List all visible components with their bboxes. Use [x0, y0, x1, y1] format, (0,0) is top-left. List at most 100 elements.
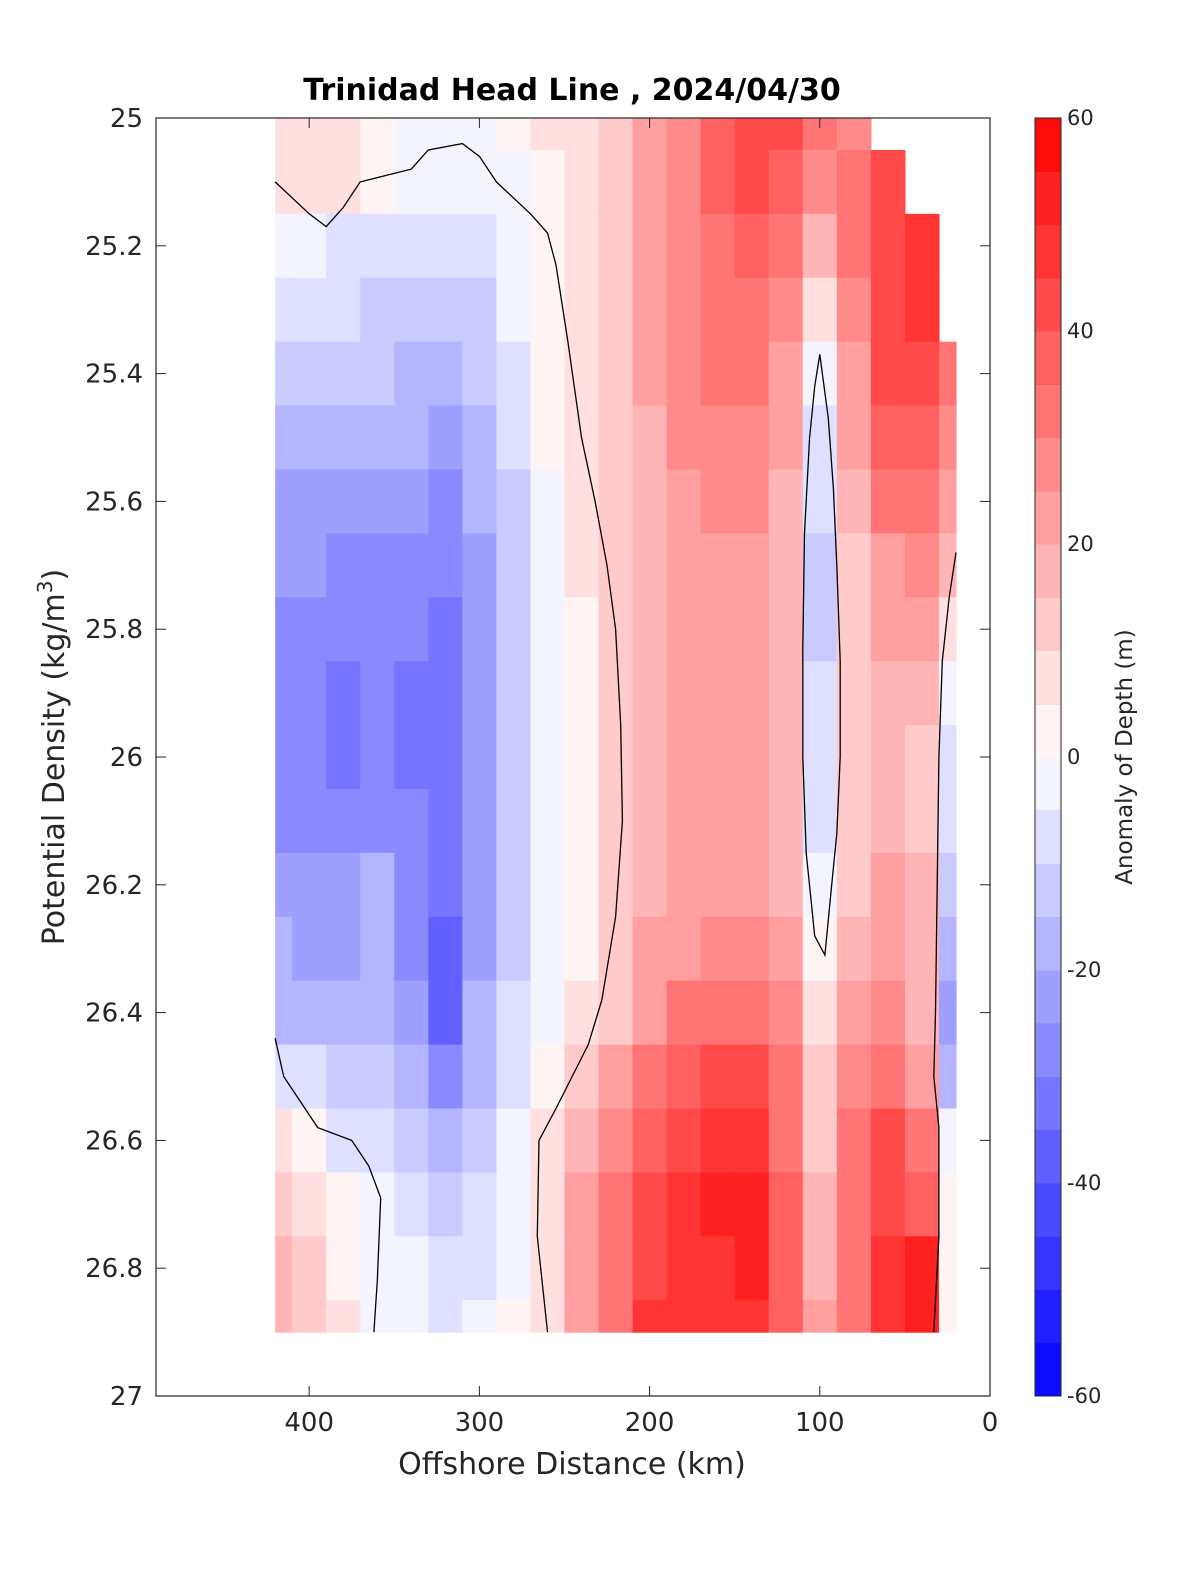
heatmap-cell	[802, 1172, 838, 1237]
heatmap-cell	[802, 277, 838, 343]
heatmap-cell	[394, 1236, 429, 1301]
heatmap-cell	[666, 469, 702, 534]
heatmap-cell	[292, 980, 327, 1046]
colorbar-segment	[1035, 437, 1061, 492]
heatmap-cell	[904, 725, 940, 790]
heatmap-cell	[292, 661, 327, 726]
heatmap-cell	[394, 1172, 429, 1237]
heatmap-cell	[666, 405, 702, 471]
heatmap-cell	[734, 1300, 770, 1333]
heatmap-cell	[632, 469, 668, 534]
colorbar-segment	[1035, 224, 1061, 279]
colorbar-segment	[1035, 757, 1061, 811]
heatmap-cell	[360, 725, 395, 790]
heatmap-cell	[598, 118, 634, 151]
heatmap-cell	[360, 916, 395, 982]
heatmap-cell	[734, 1044, 770, 1110]
heatmap-cell	[632, 1108, 668, 1173]
y-tick-label: 26.4	[85, 999, 143, 1029]
heatmap-cell	[632, 1044, 668, 1110]
heatmap-cell	[938, 788, 957, 854]
heatmap-cell	[360, 469, 395, 534]
heatmap-cell	[632, 341, 668, 407]
heatmap-cell	[768, 1108, 804, 1173]
heatmap-cell	[700, 213, 736, 279]
heatmap-cell	[836, 149, 872, 215]
heatmap-cell	[632, 405, 668, 471]
heatmap-cell	[462, 916, 498, 982]
heatmap-cell	[428, 405, 463, 471]
heatmap-cell	[632, 213, 668, 279]
heatmap-cell	[462, 852, 498, 918]
colorbar-label: Anomaly of Depth (m)	[1112, 629, 1138, 884]
heatmap-cell	[394, 980, 429, 1046]
y-axis-label: Potential Density (kg/m3)	[33, 569, 72, 945]
y-tick-label: 25.8	[85, 615, 143, 645]
heatmap-cell	[666, 916, 702, 982]
y-tick-label: 25.6	[85, 487, 143, 517]
heatmap-cell	[632, 277, 668, 343]
chart-title: Trinidad Head Line , 2024/04/30	[303, 73, 840, 108]
heatmap-cell	[734, 1236, 770, 1301]
heatmap-cell	[802, 149, 838, 215]
heatmap-cell	[428, 149, 463, 215]
heatmap-cell	[496, 661, 532, 726]
heatmap-cell	[598, 277, 634, 343]
heatmap-cell	[768, 213, 804, 279]
heatmap-cell	[326, 533, 361, 598]
heatmap-cell	[870, 1172, 906, 1237]
heatmap-cell	[802, 980, 838, 1046]
heatmap-cell	[530, 149, 566, 215]
heatmap-cell	[598, 788, 634, 854]
colorbar-segment	[1035, 384, 1061, 438]
heatmap-cell	[598, 725, 634, 790]
heatmap-cell	[700, 661, 736, 726]
heatmap-cell	[428, 1172, 463, 1237]
heatmap-cell	[802, 213, 838, 279]
heatmap-cell	[326, 149, 361, 215]
heatmap-cell	[462, 725, 498, 790]
heatmap-cell	[462, 788, 498, 854]
heatmap-cell	[836, 213, 872, 279]
heatmap-cell	[360, 533, 395, 598]
heatmap-cell	[462, 1172, 498, 1237]
heatmap-cell	[802, 1108, 838, 1173]
y-tick-label: 26.8	[85, 1254, 143, 1284]
heatmap-cell	[734, 118, 770, 151]
heatmap-cell	[530, 533, 566, 598]
heatmap-cell	[462, 533, 498, 598]
heatmap-cell	[836, 725, 872, 790]
heatmap-cell	[870, 852, 906, 918]
heatmap-cell	[496, 725, 532, 790]
heatmap-cell	[326, 852, 361, 918]
heatmap-cell	[326, 1108, 361, 1173]
x-tick-label: 100	[795, 1408, 845, 1438]
heatmap-cell	[462, 341, 498, 407]
heatmap-cell	[904, 916, 940, 982]
heatmap-cell	[598, 1108, 634, 1173]
heatmap-cell	[666, 852, 702, 918]
heatmap-cell	[530, 341, 566, 407]
heatmap-cell	[394, 149, 429, 215]
heatmap-cell	[564, 1108, 600, 1173]
heatmap-cell	[292, 1172, 327, 1237]
heatmap-cell	[768, 916, 804, 982]
heatmap-cell	[292, 469, 327, 534]
heatmap-cell	[768, 661, 804, 726]
heatmap-cell	[802, 1300, 838, 1333]
heatmap-cell	[326, 341, 361, 407]
heatmap-cell	[734, 533, 770, 598]
heatmap-cell	[768, 469, 804, 534]
heatmap-cell	[598, 980, 634, 1046]
heatmap-cell	[428, 341, 463, 407]
heatmap-cell	[802, 1236, 838, 1301]
heatmap-cell	[836, 1300, 872, 1333]
y-axis-label-main: Potential Density (kg/m	[37, 593, 72, 945]
heatmap-cell	[666, 213, 702, 279]
heatmap-cell	[496, 341, 532, 407]
heatmap-cell	[530, 1300, 566, 1333]
heatmap-cell	[666, 597, 702, 662]
heatmap-cell	[632, 1236, 668, 1301]
zero-contour-line	[274, 1038, 382, 1333]
heatmap-cell	[394, 916, 429, 982]
